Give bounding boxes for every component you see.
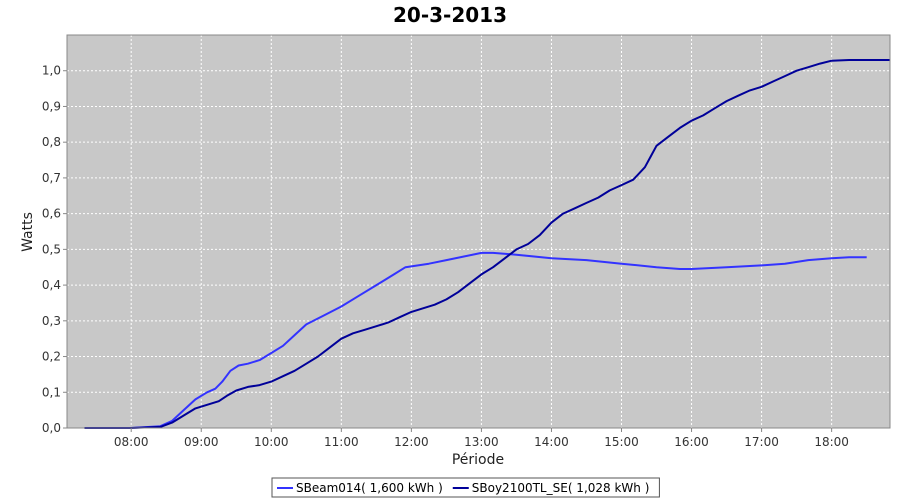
- legend-label-2: SBoy2100TL_SE( 1,028 kWh ): [472, 481, 650, 495]
- series-line-1: [84, 251, 867, 429]
- y-tick-label: 0,1: [42, 385, 61, 399]
- y-tick-label: 0,0: [42, 421, 61, 435]
- x-tick-label: 17:00: [744, 435, 779, 449]
- x-tick-label: 18:00: [814, 435, 849, 449]
- x-tick-label: 14:00: [534, 435, 569, 449]
- y-tick-label: 0,4: [42, 278, 61, 292]
- chart-title: 20-3-2013: [393, 3, 507, 27]
- y-tick-label: 0,3: [42, 314, 61, 328]
- y-tick-label: 0,9: [42, 99, 61, 113]
- x-axis-label: Période: [452, 452, 504, 468]
- x-tick-labels: 08:00 09:00 10:00 11:00 12:00 13:00 14:00 15:00…: [114, 435, 849, 449]
- axes: [63, 34, 891, 432]
- x-tick-label: 10:00: [254, 435, 289, 449]
- y-tick-label: 1,0: [42, 64, 61, 78]
- x-tick-label: 08:00: [114, 435, 149, 449]
- plot-area: [67, 35, 890, 428]
- legend: SBeam014( 1,600 kWh ) SBoy2100TL_SE( 1,02…: [271, 477, 660, 498]
- y-tick-label: 0,5: [42, 242, 61, 256]
- y-tick-labels: 0,0 0,1 0,2 0,3 0,4 0,5 0,6 0,7 0,8 0,9 1,0: [42, 64, 61, 435]
- y-tick-label: 0,6: [42, 207, 61, 221]
- plot-border: [66, 34, 891, 429]
- x-tick-label: 15:00: [604, 435, 639, 449]
- legend-label-1: SBeam014( 1,600 kWh ): [296, 481, 443, 495]
- x-tick-label: 16:00: [674, 435, 709, 449]
- x-tick-label: 11:00: [324, 435, 359, 449]
- grid-lines: [67, 35, 890, 429]
- x-tick-label: 09:00: [184, 435, 219, 449]
- y-tick-label: 0,2: [42, 350, 61, 364]
- series-line-2: [84, 59, 890, 429]
- x-tick-label: 12:00: [394, 435, 429, 449]
- y-tick-label: 0,8: [42, 135, 61, 149]
- y-tick-label: 0,7: [42, 171, 61, 185]
- x-tick-label: 13:00: [464, 435, 499, 449]
- y-axis-label: Watts: [20, 212, 36, 252]
- series-layer: [84, 59, 890, 429]
